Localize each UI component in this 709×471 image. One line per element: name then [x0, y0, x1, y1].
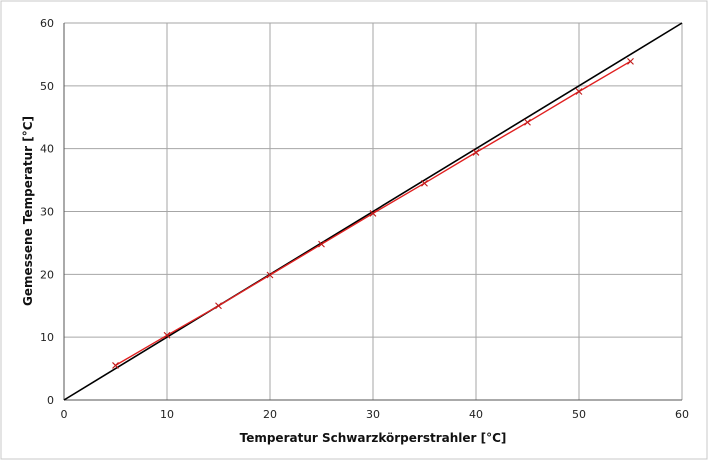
x-tick-label: 10	[160, 408, 174, 421]
tick-labels: 0 10 20 30 40 50 60 0 10 20 30 40 50 60	[40, 17, 689, 421]
y-tick-label: 60	[40, 17, 54, 30]
data-point	[627, 57, 634, 65]
x-tick-label: 30	[366, 408, 380, 421]
series-line	[63, 22, 683, 401]
x-tick-label: 40	[469, 408, 483, 421]
y-tick-label: 50	[40, 80, 54, 93]
data-point	[369, 209, 377, 217]
data-point	[421, 179, 428, 187]
data-point	[575, 88, 583, 95]
data-point	[163, 331, 171, 339]
x-axis-title: Temperatur Schwarzkörperstrahler [°C]	[240, 431, 507, 445]
axes	[63, 23, 682, 401]
data-point	[318, 240, 325, 248]
data-point	[266, 271, 274, 279]
data-point	[524, 118, 531, 126]
series-group	[63, 22, 683, 401]
y-tick-label: 30	[40, 206, 54, 219]
y-axis-title: Gemessene Temperatur [°C]	[21, 116, 35, 306]
data-point	[215, 302, 222, 310]
y-tick-label: 10	[40, 331, 54, 344]
y-tick-label: 0	[47, 394, 54, 407]
x-tick-label: 60	[675, 408, 689, 421]
x-tick-label: 50	[572, 408, 586, 421]
data-point	[472, 149, 480, 156]
y-tick-label: 20	[40, 268, 54, 281]
x-tick-label: 0	[61, 408, 68, 421]
data-point	[112, 362, 119, 369]
chart-frame	[0, 0, 708, 460]
y-tick-label: 40	[40, 143, 54, 156]
x-tick-label: 20	[263, 408, 277, 421]
